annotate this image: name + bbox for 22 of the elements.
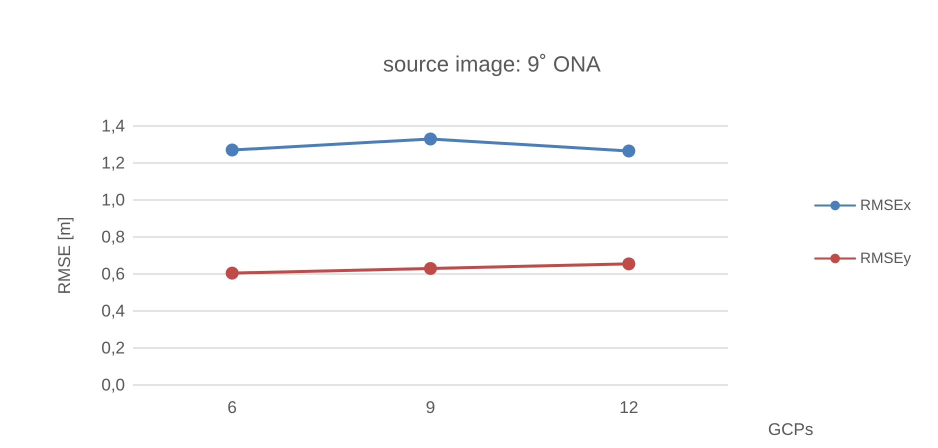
x-tick-label: 12 bbox=[619, 398, 638, 417]
y-axis-title: RMSE [m] bbox=[55, 216, 74, 294]
y-tick-label: 0,6 bbox=[101, 264, 125, 284]
y-tick-label: 1,2 bbox=[101, 154, 125, 172]
chart-title: source image: 9˚ ONA bbox=[383, 52, 601, 76]
y-tick-label: 0,8 bbox=[101, 228, 125, 246]
point bbox=[424, 132, 437, 146]
y-tick-label: 0,2 bbox=[101, 338, 125, 358]
point bbox=[622, 257, 636, 270]
y-tick-label: 0,4 bbox=[101, 302, 125, 320]
y-tick-label: 1,0 bbox=[101, 190, 125, 210]
point bbox=[622, 144, 636, 158]
x-tick-label: 9 bbox=[426, 398, 436, 417]
point bbox=[424, 262, 437, 275]
legend-label: RMSEy bbox=[860, 250, 912, 267]
legend-label: RMSEx bbox=[860, 197, 912, 214]
y-tick-label: 0,0 bbox=[101, 376, 125, 394]
point bbox=[226, 266, 239, 280]
point bbox=[226, 144, 239, 157]
x-axis-title: GCPs bbox=[768, 420, 814, 439]
x-tick-label: 6 bbox=[227, 398, 237, 417]
y-tick-label: 1,4 bbox=[101, 116, 125, 136]
